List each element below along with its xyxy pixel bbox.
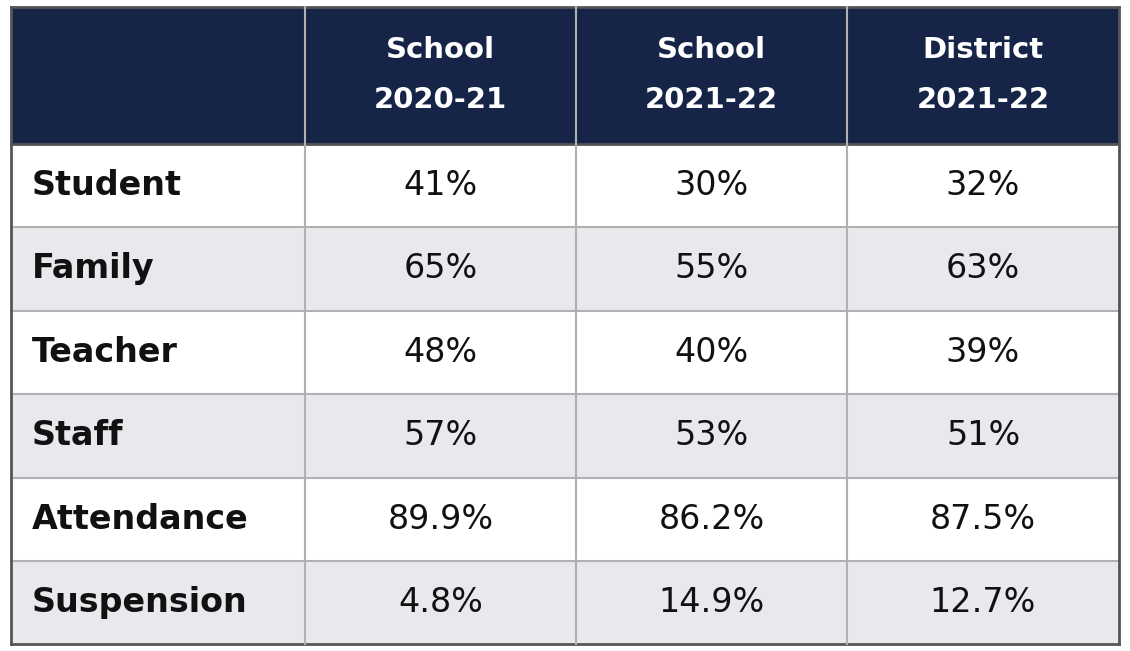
Bar bbox=[576, 7, 848, 143]
Bar bbox=[305, 227, 576, 311]
Text: Attendance: Attendance bbox=[32, 503, 249, 536]
Text: 51%: 51% bbox=[946, 419, 1020, 452]
Text: Suspension: Suspension bbox=[32, 587, 247, 619]
Text: 57%: 57% bbox=[403, 419, 478, 452]
Bar bbox=[576, 561, 848, 644]
Text: 14.9%: 14.9% bbox=[659, 587, 765, 619]
Text: 86.2%: 86.2% bbox=[659, 503, 765, 536]
Text: 55%: 55% bbox=[675, 253, 749, 285]
Text: 2021-22: 2021-22 bbox=[645, 86, 779, 114]
Text: 2020-21: 2020-21 bbox=[374, 86, 507, 114]
Bar bbox=[11, 311, 305, 394]
Bar bbox=[576, 477, 848, 561]
Text: Family: Family bbox=[32, 253, 155, 285]
Bar bbox=[576, 227, 848, 311]
Text: 30%: 30% bbox=[675, 169, 749, 202]
Bar bbox=[848, 143, 1119, 227]
Text: 32%: 32% bbox=[946, 169, 1020, 202]
Text: Student: Student bbox=[32, 169, 182, 202]
Text: 53%: 53% bbox=[675, 419, 749, 452]
Text: District: District bbox=[922, 36, 1044, 64]
Bar bbox=[11, 227, 305, 311]
Text: Teacher: Teacher bbox=[32, 336, 177, 368]
Text: 12.7%: 12.7% bbox=[930, 587, 1036, 619]
Text: 48%: 48% bbox=[403, 336, 478, 368]
Text: 41%: 41% bbox=[403, 169, 478, 202]
Bar bbox=[576, 143, 848, 227]
Bar bbox=[305, 394, 576, 477]
Bar bbox=[305, 561, 576, 644]
Bar bbox=[11, 561, 305, 644]
Text: 39%: 39% bbox=[946, 336, 1020, 368]
Bar bbox=[305, 7, 576, 143]
Text: 2021-22: 2021-22 bbox=[916, 86, 1050, 114]
Bar bbox=[576, 311, 848, 394]
Text: 40%: 40% bbox=[675, 336, 749, 368]
Bar bbox=[11, 7, 305, 143]
Bar bbox=[11, 394, 305, 477]
Text: 89.9%: 89.9% bbox=[388, 503, 494, 536]
Text: School: School bbox=[385, 36, 495, 64]
Text: 63%: 63% bbox=[946, 253, 1020, 285]
Bar bbox=[305, 311, 576, 394]
Bar bbox=[848, 227, 1119, 311]
Text: Staff: Staff bbox=[32, 419, 123, 452]
Text: 65%: 65% bbox=[403, 253, 478, 285]
Bar bbox=[305, 477, 576, 561]
Bar bbox=[848, 311, 1119, 394]
Bar bbox=[848, 477, 1119, 561]
Bar bbox=[576, 394, 848, 477]
Bar bbox=[848, 7, 1119, 143]
Text: 87.5%: 87.5% bbox=[930, 503, 1036, 536]
Bar bbox=[305, 143, 576, 227]
Bar bbox=[11, 143, 305, 227]
Bar bbox=[848, 394, 1119, 477]
Bar bbox=[11, 477, 305, 561]
Bar bbox=[848, 561, 1119, 644]
Text: 4.8%: 4.8% bbox=[398, 587, 483, 619]
Text: School: School bbox=[658, 36, 766, 64]
